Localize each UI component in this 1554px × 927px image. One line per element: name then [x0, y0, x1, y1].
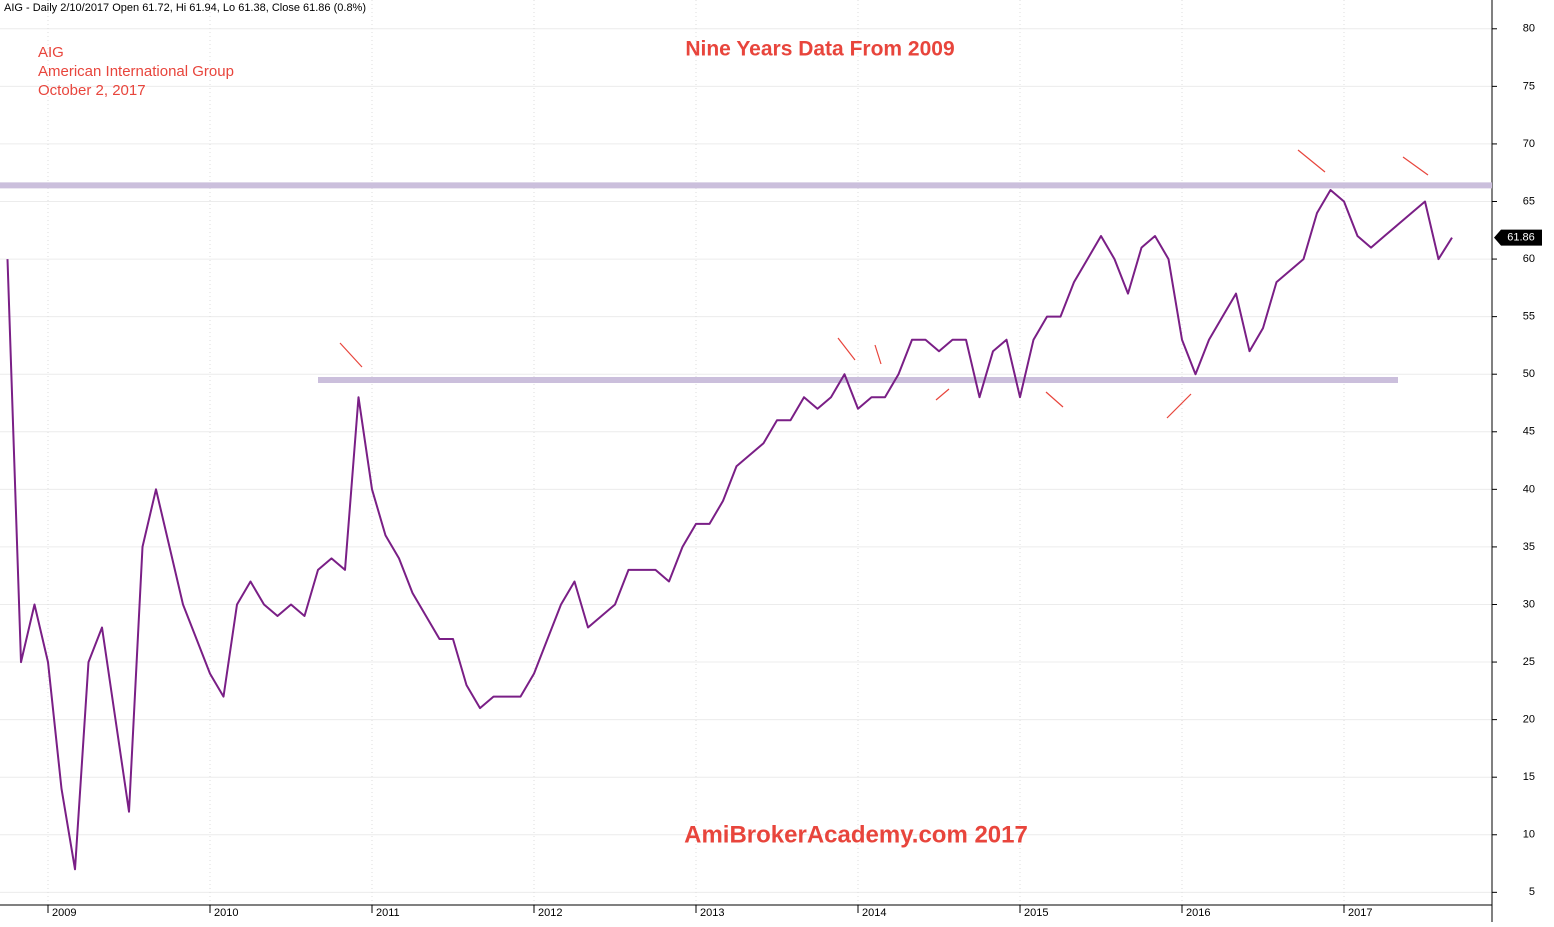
y-tick-label: 15 — [1523, 771, 1535, 783]
x-tick-label: 2015 — [1024, 907, 1048, 919]
y-tick-label: 80 — [1523, 23, 1535, 35]
x-tick-label: 2009 — [52, 907, 76, 919]
y-tick-label: 70 — [1523, 138, 1535, 150]
x-tick-label: 2017 — [1348, 907, 1372, 919]
y-tick-label: 65 — [1523, 195, 1535, 207]
y-tick-label: 45 — [1523, 426, 1535, 438]
y-tick-label: 20 — [1523, 714, 1535, 726]
y-tick-label: 30 — [1523, 598, 1535, 610]
x-tick-label: 2013 — [700, 907, 724, 919]
grid — [0, 0, 1492, 905]
annotation: October 2, 2017 — [38, 82, 146, 99]
y-tick-label: 50 — [1523, 368, 1535, 380]
x-tick-label: 2014 — [862, 907, 886, 919]
last-value-box — [1494, 229, 1542, 246]
chart-header: AIG - Daily 2/10/2017 Open 61.72, Hi 61.… — [4, 2, 366, 14]
y-tick-label: 75 — [1523, 80, 1535, 92]
x-tick-label: 2012 — [538, 907, 562, 919]
last-value-label: 61.86 — [1507, 232, 1535, 244]
price-line — [6, 189, 1453, 871]
y-tick-label: 35 — [1523, 541, 1535, 553]
arrows — [339, 149, 1429, 419]
chart-title: Nine Years Data From 2009 — [685, 38, 954, 61]
y-tick-label: 40 — [1523, 483, 1535, 495]
x-tick-label: 2011 — [376, 907, 400, 919]
x-tick-label: 2010 — [214, 907, 238, 919]
x-tick-label: 2016 — [1186, 907, 1210, 919]
y-tick-label: 10 — [1523, 829, 1535, 841]
y-tick-label: 5 — [1529, 886, 1535, 898]
y-tick-label: 25 — [1523, 656, 1535, 668]
annotation: American International Group — [38, 63, 234, 80]
annotation: AIG — [38, 44, 64, 61]
y-tick-label: 55 — [1523, 311, 1535, 323]
watermark: AmiBrokerAcademy.com 2017 — [684, 821, 1028, 848]
y-tick-label: 60 — [1523, 253, 1535, 265]
